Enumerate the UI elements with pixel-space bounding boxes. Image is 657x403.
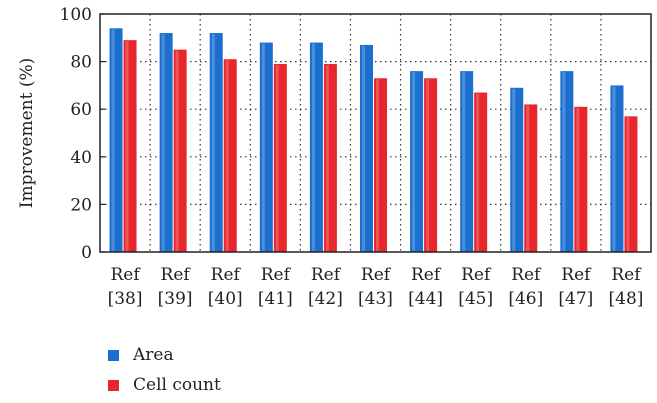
bar-highlight: [111, 29, 115, 252]
bar-cell-count-1: [123, 40, 137, 253]
bar-cell-count-4: [273, 63, 287, 253]
legend-label-area: Area: [133, 345, 174, 365]
bar-area-5: [309, 42, 323, 253]
legend-item-area: Area: [108, 340, 221, 370]
x-category-label: Ref [42]: [308, 265, 343, 309]
x-category-label: Ref [43]: [358, 265, 393, 309]
x-category-label: Ref [38]: [108, 265, 143, 309]
bar-highlight: [626, 117, 630, 251]
bar-area-6: [360, 44, 373, 252]
y-tick-label: 60: [70, 100, 92, 120]
y-tick-labels: 0 20 40 60 80 100: [60, 5, 105, 263]
bar-area-9: [510, 87, 524, 252]
plot-frame: [99, 13, 652, 253]
bar-highlight: [376, 79, 379, 251]
legend-item-cell-count: Cell count: [108, 370, 221, 400]
bar-area-7: [410, 71, 424, 253]
bar-highlight: [161, 34, 165, 251]
bar-highlight: [261, 43, 265, 252]
bar-cell-count-3: [223, 59, 237, 252]
y-tick-label: 80: [70, 53, 92, 73]
bar-area-10: [560, 71, 574, 253]
bar-cell-count-9: [524, 104, 538, 252]
x-category-label: Ref [40]: [208, 265, 243, 309]
bar-area-3: [209, 33, 223, 252]
bar-highlight: [526, 105, 530, 251]
y-tick-label: 100: [60, 5, 92, 25]
bar-cell-count-2: [173, 49, 187, 253]
x-category-label: Ref [46]: [508, 265, 543, 309]
bar-highlight: [362, 45, 365, 251]
bar-highlight: [275, 64, 279, 251]
bar-highlight: [476, 93, 480, 251]
legend: Area Cell count: [108, 340, 221, 400]
bar-area-4: [259, 42, 273, 253]
bar-area-2: [159, 33, 173, 252]
bar-highlight: [211, 34, 215, 251]
legend-label-cell-count: Cell count: [133, 375, 221, 395]
x-category-label: Ref [47]: [558, 265, 593, 309]
bar-area-8: [460, 71, 474, 253]
bar-cell-count-11: [624, 116, 638, 252]
bar-highlight: [125, 41, 129, 252]
bar-highlight: [562, 72, 566, 252]
x-category-label: Ref [39]: [158, 265, 193, 309]
legend-swatch-cell-count: [108, 379, 119, 391]
y-tick-label: 20: [70, 195, 92, 215]
bar-highlight: [225, 60, 229, 251]
bar-cell-count-10: [574, 106, 588, 252]
bar-highlight: [412, 72, 416, 252]
bar-highlight: [325, 64, 329, 251]
bar-highlight: [462, 72, 466, 252]
bar-cell-count-8: [474, 92, 488, 252]
x-category-label: Ref [44]: [408, 265, 443, 309]
bar-cell-count-5: [323, 63, 337, 253]
bar-highlight: [175, 50, 179, 252]
bar-highlight: [311, 43, 315, 252]
bar-cell-count-6: [374, 78, 387, 252]
x-category-label: Ref [41]: [258, 265, 293, 309]
x-category-labels: Ref [38] Ref [39] Ref [40] Ref [41] Ref [42] Ref [4…: [108, 265, 644, 309]
bar-highlight: [512, 88, 516, 251]
bar-chart: 0 20 40 60 80 100 Ref [38] Ref [39] Ref [40] Ref [41…: [17, 5, 652, 309]
y-axis-label: Improvement (%): [17, 58, 37, 209]
bar-area-11: [610, 85, 624, 253]
bar-highlight: [426, 79, 430, 251]
x-category-label: Ref [48]: [609, 265, 644, 309]
y-tick-label: 40: [70, 148, 92, 168]
y-tick-label: 0: [81, 243, 92, 263]
x-category-label: Ref [45]: [458, 265, 493, 309]
legend-swatch-area: [108, 349, 119, 361]
bar-highlight: [612, 86, 616, 252]
bar-area-1: [109, 28, 123, 253]
bar-highlight: [576, 107, 580, 251]
bar-cell-count-7: [424, 78, 438, 252]
bars-group: [109, 28, 638, 253]
